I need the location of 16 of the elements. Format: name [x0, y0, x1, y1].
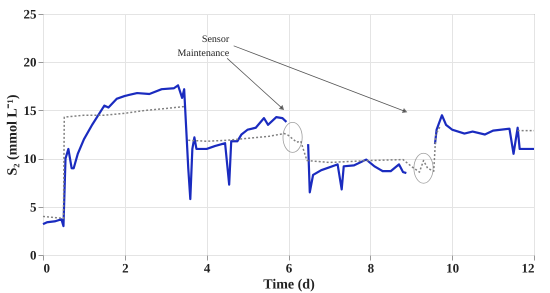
y-tick-label: 20: [24, 54, 36, 70]
x-tick-label: 10: [446, 260, 460, 276]
x-axis-title: Time (d): [263, 278, 316, 292]
x-tick-label: 6: [286, 260, 293, 276]
x-tick-label: 8: [368, 260, 375, 276]
x-tick-label: 0: [44, 260, 50, 276]
y-tick-label: 5: [30, 199, 37, 214]
y-tick-label: 25: [24, 6, 37, 22]
y-tick-label: 15: [24, 102, 37, 118]
y-axis-title: S₂ (mmol L⁻¹): [6, 94, 20, 176]
x-tick-label: 12: [522, 260, 534, 276]
y-tick-label: 0: [30, 248, 36, 262]
x-tick-label: 4: [204, 260, 211, 276]
annotation: Sensor Maintenance: [178, 34, 230, 60]
x-tick-label: 2: [122, 260, 129, 276]
y-tick-label: 10: [24, 151, 36, 166]
